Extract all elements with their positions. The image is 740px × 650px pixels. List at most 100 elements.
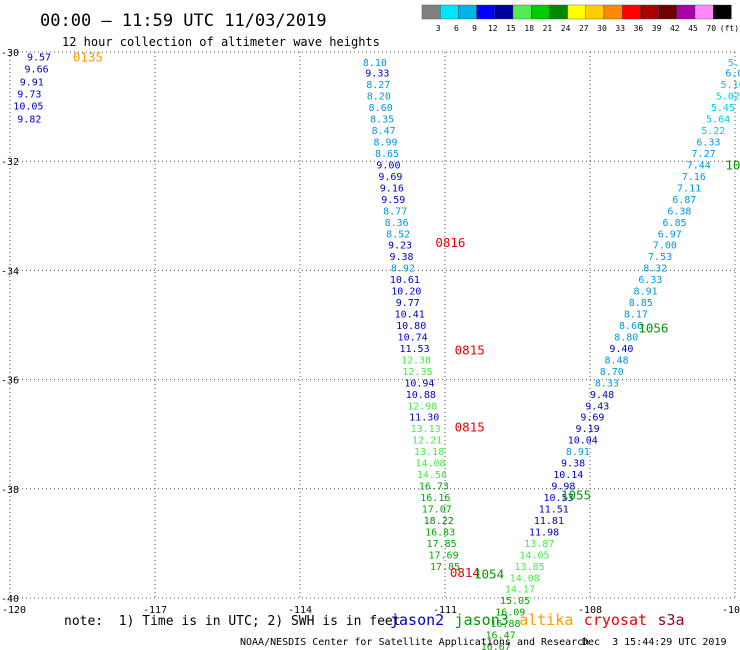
wave-height-value: 8.91	[566, 447, 590, 458]
y-tick-label: -38	[1, 485, 19, 496]
wave-height-value: 9.40	[609, 344, 633, 355]
wave-height-value: 8.65	[375, 149, 399, 160]
wave-height-value: 9.38	[389, 252, 413, 263]
colorbar-swatch	[476, 4, 496, 20]
wave-height-value: 10.05	[13, 102, 43, 113]
satellite-name: s3a	[658, 611, 685, 629]
wave-height-value: 14.56	[417, 470, 447, 481]
wave-height-value: 6.38	[667, 206, 691, 217]
wave-height-value: 9.38	[561, 459, 585, 470]
pass-time-label: 105	[725, 157, 740, 172]
axis-tick-labels: -30 -32 -34 -36 -38 -40-120 -117 -114 -111 -108 -1…	[1, 48, 740, 616]
wave-height-value: 16.47	[486, 631, 516, 642]
wave-height-value: 9.33	[365, 69, 389, 80]
colorbar-swatch	[549, 4, 568, 20]
colorbar-label: 39	[652, 24, 662, 33]
x-tick-label: -111	[433, 605, 457, 616]
wave-height-value: 6.00	[725, 69, 740, 80]
lat-lon-grid	[9, 51, 736, 599]
satellite-name: jason3	[455, 611, 509, 629]
pass-time-label: 0816	[435, 235, 465, 250]
colorbar-label: 3	[436, 24, 441, 33]
wave-height-value: 13.85	[515, 562, 545, 573]
wave-height-value: 9.00	[376, 160, 400, 171]
pass-time-label: 0135	[73, 49, 103, 64]
pass-time-label: 1054	[474, 566, 504, 581]
colorbar-label: 6	[454, 24, 459, 33]
colorbar-swatch	[658, 4, 677, 20]
satellite-legend: jason2 jason3 altika cryosat s3a	[390, 611, 685, 629]
wave-height-value: 8.66	[619, 321, 643, 332]
wave-height-value: 9.48	[590, 390, 614, 401]
colorbar-label: 45	[688, 24, 698, 33]
y-tick-label: -40	[1, 594, 19, 605]
colorbar-swatch	[421, 4, 441, 20]
wave-height-value: 8.60	[369, 103, 393, 114]
wave-height-value: 6.97	[658, 229, 682, 240]
wave-height-value: 13.13	[411, 424, 441, 435]
wave-height-value: 11.51	[539, 504, 569, 515]
wave-height-value: 10.41	[395, 310, 425, 321]
colorbar-label: (ft)	[720, 24, 739, 33]
wave-height-value: 8.35	[370, 115, 394, 126]
wave-height-value: 11.81	[534, 516, 564, 527]
wave-height-value: 16.67	[481, 642, 511, 650]
colorbar-label: 24	[561, 24, 571, 33]
colorbar-label: 36	[634, 24, 644, 33]
wave-height-value: 10.14	[553, 470, 583, 481]
wave-height-value: 9.73	[17, 89, 41, 100]
wave-height-values: 9.579.66 9.919.73 10.05 9.82 8.109.338.278.2…	[13, 52, 740, 650]
wave-height-value: 12.38	[401, 355, 431, 366]
wave-height-value: 8.99	[374, 138, 398, 149]
wave-height-value: 16.09	[495, 608, 525, 619]
y-tick-label: -32	[1, 157, 19, 168]
pass-time-label: 0815	[455, 343, 485, 358]
wave-height-value: 12.98	[407, 401, 437, 412]
render-timestamp: Dec 3 15:44:29 UTC 2019	[582, 637, 727, 648]
wave-height-value: 16.88	[490, 619, 520, 630]
colorbar-label: 21	[543, 24, 553, 33]
wave-height-value: 9.66	[25, 64, 49, 75]
wave-height-value: 14.17	[505, 585, 535, 596]
colorbar-label: 33	[615, 24, 625, 33]
wave-height-value: 10.94	[404, 378, 434, 389]
wave-height-value: 12.35	[402, 367, 432, 378]
colorbar-swatch	[440, 4, 459, 20]
wave-height-value: 15.05	[500, 596, 530, 607]
credit-line: NOAA/NESDIS Center for Satellite Applica…	[240, 637, 589, 648]
wave-height-value: 10.74	[398, 332, 428, 343]
wave-height-value: 6.87	[672, 195, 696, 206]
wave-height-value: 8.80	[614, 332, 638, 343]
pass-time-label: 1056	[638, 321, 668, 336]
satellite-name: jason2	[390, 611, 444, 629]
wave-height-value: 10.53	[544, 493, 574, 504]
colorbar-swatch	[458, 4, 477, 20]
wave-height-value: 9.59	[381, 195, 405, 206]
x-tick-label: -10	[722, 605, 740, 616]
wave-height-value: 9.98	[551, 482, 575, 493]
colorbar-label: 12	[488, 24, 498, 33]
wave-height-value: 8.32	[643, 264, 667, 275]
wave-height-value: 14.08	[415, 459, 445, 470]
wave-height-value: 8.48	[605, 355, 629, 366]
wave-height-value: 5.64	[706, 115, 730, 126]
wave-height-value: 8.52	[386, 229, 410, 240]
x-tick-label: -108	[578, 605, 602, 616]
wave-height-value: 10.20	[391, 287, 421, 298]
wave-height-value: 8.20	[367, 92, 391, 103]
colorbar-label: 15	[506, 24, 516, 33]
wave-height-value: 14.05	[519, 550, 549, 561]
wave-height-value: 16.16	[420, 493, 450, 504]
wave-height-value: 7.11	[677, 183, 701, 194]
colorbar-swatch	[640, 4, 659, 20]
x-tick-label: -114	[288, 605, 312, 616]
wave-height-value: 14.08	[510, 573, 540, 584]
wave-height-value: 17.07	[422, 504, 452, 515]
colorbar-label: 18	[524, 24, 534, 33]
x-tick-label: -117	[143, 605, 167, 616]
wave-height-value: 8.36	[385, 218, 409, 229]
wave-height-value: 12.21	[412, 436, 442, 447]
wave-height-value: 10.80	[396, 321, 426, 332]
wave-height-value: 13.18	[414, 447, 444, 458]
wave-height-value: 6.33	[638, 275, 662, 286]
